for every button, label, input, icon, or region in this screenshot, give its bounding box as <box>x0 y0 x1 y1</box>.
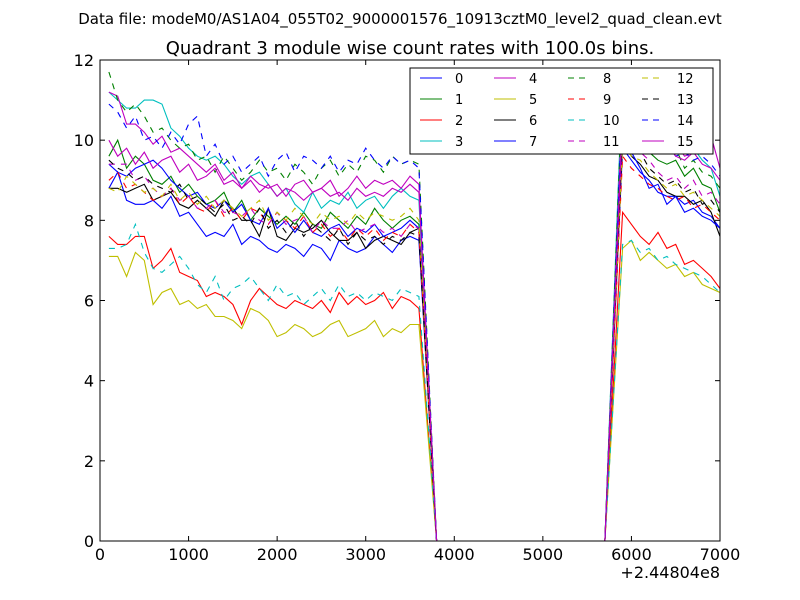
y-tick-label: 8 <box>84 211 94 230</box>
legend-label-5: 5 <box>529 93 537 108</box>
legend-label-4: 4 <box>529 72 537 87</box>
x-tick-label: 7000 <box>700 545 741 564</box>
series-line-9 <box>108 154 720 541</box>
series-line-14 <box>108 95 720 541</box>
legend-label-3: 3 <box>455 135 463 150</box>
legend-label-13: 13 <box>677 93 694 108</box>
legend-label-10: 10 <box>603 114 620 129</box>
series-line-5 <box>108 239 720 541</box>
series-line-6 <box>108 138 720 541</box>
legend-label-9: 9 <box>603 93 611 108</box>
legend-box <box>409 67 714 155</box>
x-tick-label: 5000 <box>522 545 563 564</box>
legend-label-6: 6 <box>529 114 537 129</box>
series-line-7 <box>108 131 720 541</box>
x-offset-label: +2.44804e8 <box>620 563 720 582</box>
legend-label-12: 12 <box>677 72 694 87</box>
figure-suptitle: Data file: modeM0/AS1A04_055T02_90000015… <box>78 10 722 29</box>
legend-label-1: 1 <box>455 93 463 108</box>
legend-label-8: 8 <box>603 72 611 87</box>
series-line-10 <box>108 222 720 541</box>
x-tick-label: 2000 <box>257 545 298 564</box>
legend-label-7: 7 <box>529 135 537 150</box>
y-tick-label: 2 <box>84 452 94 471</box>
series-line-0 <box>108 146 720 541</box>
legend-label-14: 14 <box>677 114 694 129</box>
legend-label-0: 0 <box>455 72 463 87</box>
x-tick-label: 1000 <box>168 545 209 564</box>
x-tick-label: 6000 <box>611 545 652 564</box>
y-tick-label: 10 <box>74 131 94 150</box>
y-tick-label: 0 <box>84 532 94 551</box>
series-line-13 <box>108 126 720 541</box>
series-line-12 <box>108 142 720 541</box>
y-tick-label: 12 <box>74 51 94 70</box>
legend-label-2: 2 <box>455 114 463 129</box>
y-tick-label: 4 <box>84 372 94 391</box>
x-tick-label: 3000 <box>345 545 386 564</box>
x-tick-label: 4000 <box>434 545 475 564</box>
x-tick-label: 0 <box>95 545 105 564</box>
chart-title: Quadrant 3 module wise count rates with … <box>166 38 655 59</box>
legend-label-11: 11 <box>603 135 620 150</box>
y-tick-label: 6 <box>84 292 94 311</box>
series-line-2 <box>108 210 720 541</box>
legend-label-15: 15 <box>677 135 694 150</box>
